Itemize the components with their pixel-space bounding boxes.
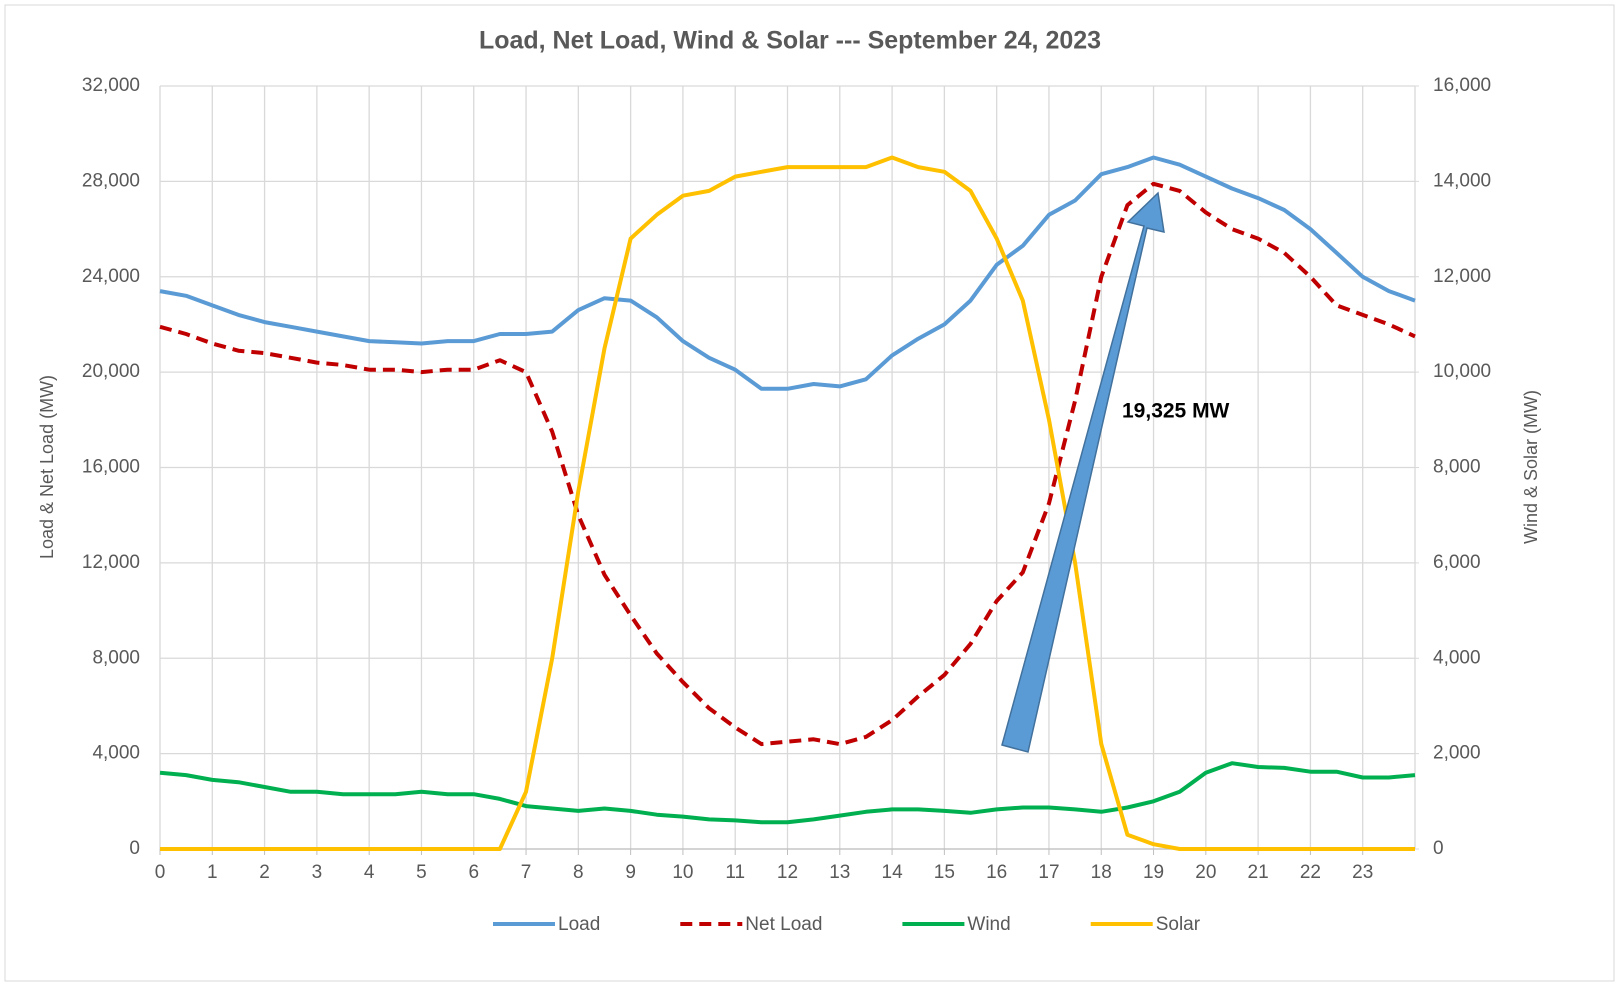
x-tick-label: 23 (1352, 862, 1373, 883)
x-tick-label: 21 (1248, 862, 1269, 883)
y2-tick-label: 10,000 (1433, 361, 1491, 382)
x-tick-label: 14 (882, 862, 904, 883)
series-line (160, 155, 1415, 851)
chart-title: Load, Net Load, Wind & Solar --- Septemb… (479, 27, 1101, 55)
legend-label: Load (558, 914, 600, 935)
series-line (159, 181, 1416, 747)
y-tick-label: 32,000 (82, 75, 140, 96)
x-tick-label: 6 (468, 862, 479, 883)
x-tick-label: 20 (1195, 862, 1216, 883)
y-tick-label: 24,000 (82, 266, 140, 287)
y-tick-label: 0 (129, 838, 140, 859)
legend-label: Wind (967, 914, 1010, 935)
legend-label: Net Load (745, 914, 822, 935)
x-tick-label: 2 (259, 862, 270, 883)
y-tick-label: 16,000 (82, 457, 140, 478)
x-tick-label: 3 (312, 862, 323, 883)
x-tick-label: 15 (934, 862, 955, 883)
x-tick-label: 5 (416, 862, 427, 883)
annotation: 19,325 MW (1122, 400, 1230, 423)
y-tick-label: 4,000 (92, 743, 140, 764)
y2-tick-label: 2,000 (1433, 743, 1481, 764)
x-tick-label: 10 (672, 862, 693, 883)
y2-tick-label: 16,000 (1433, 75, 1491, 96)
x-tick-label: 7 (521, 862, 532, 883)
x-tick-label: 4 (364, 862, 375, 883)
x-tick-label: 19 (1143, 862, 1164, 883)
y2-tick-label: 12,000 (1433, 266, 1491, 287)
y2-tick-label: 8,000 (1433, 457, 1481, 478)
legend-label: Solar (1156, 914, 1201, 935)
x-tick-label: 8 (573, 862, 584, 883)
y-tick-label: 12,000 (82, 552, 140, 573)
x-tick-label: 0 (155, 862, 166, 883)
y-tick-label: 20,000 (82, 361, 140, 382)
x-tick-label: 17 (1038, 862, 1059, 883)
x-tick-label: 22 (1300, 862, 1321, 883)
x-tick-label: 12 (777, 862, 798, 883)
y2-axis-label: Wind & Solar (MW) (1521, 390, 1541, 544)
y2-tick-label: 14,000 (1433, 170, 1491, 191)
y-tick-label: 28,000 (82, 170, 140, 191)
y2-tick-label: 4,000 (1433, 647, 1481, 668)
series-line (159, 761, 1416, 825)
x-tick-label: 16 (986, 862, 1007, 883)
x-tick-label: 13 (829, 862, 850, 883)
x-tick-label: 1 (207, 862, 218, 883)
x-tick-label: 18 (1091, 862, 1112, 883)
y-tick-label: 8,000 (92, 647, 140, 668)
chart-frame (4, 4, 1615, 982)
y-axis-label: Load & Net Load (MW) (37, 375, 57, 559)
y2-tick-label: 6,000 (1433, 552, 1481, 573)
annotation-arrow (1001, 191, 1165, 753)
series-line (159, 155, 1416, 391)
y2-tick-label: 0 (1433, 838, 1444, 859)
x-tick-label: 9 (625, 862, 636, 883)
x-tick-label: 11 (725, 862, 745, 883)
